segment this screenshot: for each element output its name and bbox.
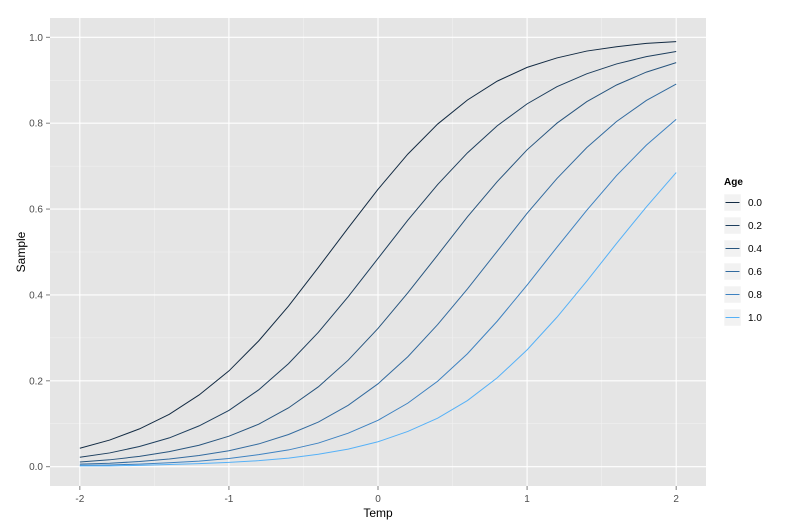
series-line-age-0-8 (79, 118, 677, 466)
legend-label: 0.2 (748, 221, 762, 232)
legend-label: 0.8 (748, 290, 762, 301)
series-line-age-0-6 (79, 83, 677, 465)
y-tick-label: 0.6 (29, 205, 43, 216)
series-line-age-0-0 (79, 41, 677, 449)
y-axis-title: Sample (14, 231, 28, 272)
legend-title: Age (724, 177, 743, 188)
x-tick-label: 0 (375, 494, 381, 505)
series-lines (79, 41, 677, 467)
y-axis: 0.0 0.2 0.4 0.6 0.8 1.0 (29, 33, 50, 473)
x-tick-label: -2 (75, 494, 84, 505)
y-tick-label: 0.4 (29, 290, 43, 301)
legend-items: 0.0 0.2 0.4 0.6 0.8 1.0 (723, 193, 762, 327)
y-tick-label: 1.0 (29, 33, 43, 44)
x-tick-label: 1 (524, 494, 530, 505)
y-tick-label: 0.2 (29, 376, 43, 387)
x-tick-label: 2 (673, 494, 679, 505)
y-tick-label: 0.0 (29, 462, 43, 473)
y-tick-label: 0.8 (29, 119, 43, 130)
legend-label: 1.0 (748, 313, 762, 324)
legend: Age 0.0 0.2 0.4 0.6 0.8 1.0 (723, 177, 762, 327)
series-line-age-1-0 (79, 172, 677, 467)
x-tick-label: -1 (224, 494, 233, 505)
x-axis: -2 -1 0 1 2 (75, 486, 679, 505)
legend-label: 0.4 (748, 244, 762, 255)
legend-label: 0.0 (748, 198, 762, 209)
grid-major (50, 18, 706, 486)
series-line-age-0-2 (79, 50, 677, 458)
legend-label: 0.6 (748, 267, 762, 278)
series-line-age-0-4 (79, 62, 677, 463)
x-axis-title: Temp (363, 506, 393, 520)
